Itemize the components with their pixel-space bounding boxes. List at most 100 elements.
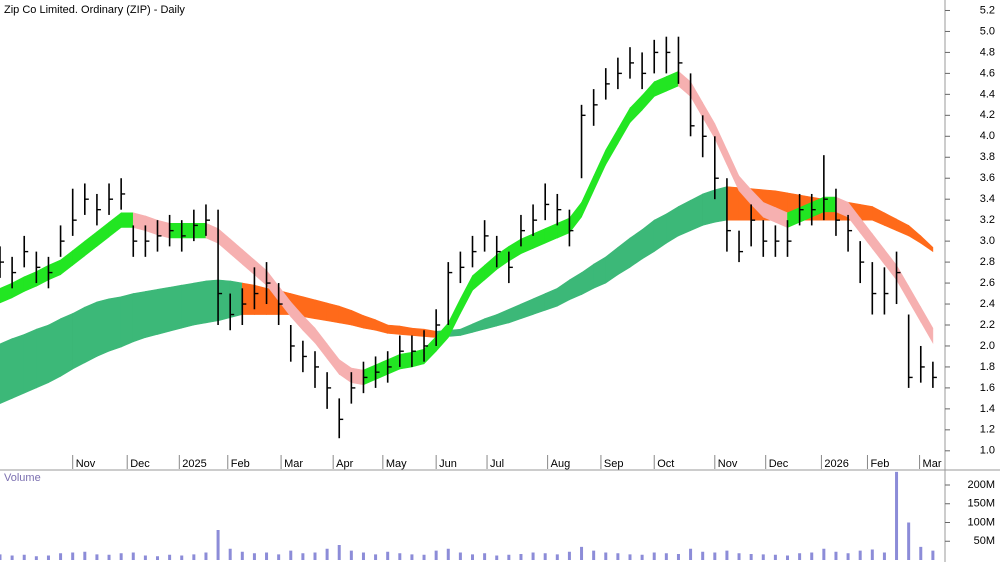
x-tick-label: Dec — [130, 458, 150, 470]
volume-bar — [495, 555, 499, 560]
y-tick-label: 4.0 — [980, 130, 995, 142]
volume-bar — [0, 554, 2, 560]
volume-bar — [519, 554, 523, 560]
volume-bar — [810, 552, 814, 560]
volume-bar — [907, 522, 911, 560]
ribbon-segment — [36, 324, 49, 389]
y-tick-label: 1.2 — [980, 424, 995, 436]
ribbon-segment — [23, 328, 37, 394]
ribbon-segment — [399, 351, 413, 370]
y-tick-label: 1.0 — [980, 445, 995, 457]
ribbon-segment — [714, 186, 728, 223]
volume-bar — [216, 530, 220, 560]
ribbon-segment — [690, 193, 703, 232]
volume-bar — [59, 553, 63, 560]
volume-bar — [349, 550, 353, 560]
x-tick-label: Jul — [490, 458, 504, 470]
ribbon-segment — [96, 298, 110, 357]
volume-bar — [71, 552, 75, 560]
x-tick-label: Oct — [657, 458, 674, 470]
ribbon-segment — [120, 293, 134, 348]
y-tick-label: 4.8 — [980, 46, 995, 58]
volume-bar — [313, 552, 317, 560]
ribbon-segment — [11, 334, 25, 399]
x-tick-label: Nov — [718, 458, 738, 470]
volume-bar — [34, 556, 38, 560]
ribbon-segment — [678, 199, 691, 237]
volume-bar — [119, 553, 123, 560]
volume-bar — [931, 550, 935, 560]
x-tick-label: Feb — [231, 458, 250, 470]
volume-bar — [204, 552, 208, 560]
volume-bar — [337, 545, 341, 560]
ribbon-segment — [48, 318, 61, 384]
volume-bar — [252, 553, 256, 560]
volume-bar — [531, 552, 535, 560]
volume-bar — [483, 553, 487, 560]
y-tick-label: 5.2 — [980, 4, 995, 16]
volume-bar — [325, 548, 329, 560]
y-tick-label: 100M — [967, 516, 995, 528]
ribbon-segment — [72, 306, 86, 370]
volume-bar — [567, 551, 571, 560]
ribbon-segment — [254, 284, 267, 315]
volume-bar — [555, 554, 559, 560]
ribbon-segment — [157, 286, 170, 335]
volume-bar — [713, 552, 717, 560]
volume-bar — [83, 551, 87, 560]
ribbon-segment — [132, 291, 146, 343]
volume-bar — [471, 554, 474, 560]
volume-bar — [10, 555, 14, 560]
x-tick-label: Nov — [76, 458, 96, 470]
x-tick-label: May — [386, 458, 407, 470]
chart-title: Zip Co Limited. Ordinary (ZIP) - Daily — [4, 4, 185, 16]
volume-bar — [422, 554, 426, 560]
ribbon-segment — [920, 306, 934, 344]
volume-bar — [834, 551, 838, 560]
volume-bar — [361, 552, 365, 560]
x-tick-label: Apr — [336, 458, 353, 470]
volume-bar — [168, 554, 172, 560]
ribbon-segment — [205, 279, 219, 324]
volume-bar — [749, 554, 753, 560]
ribbon-segment — [326, 302, 340, 324]
ribbon-segment — [217, 279, 231, 322]
volume-bar — [870, 549, 874, 560]
volume-bar — [398, 553, 402, 560]
y-tick-label: 4.4 — [980, 88, 995, 100]
volume-bar — [846, 553, 850, 560]
ribbon-segment — [302, 296, 316, 320]
y-tick-label: 2.8 — [980, 256, 995, 268]
y-tick-label: 200M — [967, 479, 995, 491]
volume-bar — [664, 553, 668, 560]
y-tick-label: 1.8 — [980, 361, 995, 373]
volume-bar — [592, 550, 596, 560]
ribbon-segment — [702, 189, 716, 226]
volume-bar — [434, 550, 438, 560]
volume-bar — [798, 553, 802, 560]
ribbon-segment — [859, 204, 873, 221]
ribbon-segment — [242, 282, 255, 315]
volume-bar — [604, 552, 608, 560]
volume-bar — [640, 554, 644, 560]
x-tick-label: Jun — [439, 458, 457, 470]
volume-bar — [652, 552, 656, 560]
x-tick-label: Sep — [604, 458, 624, 470]
volume-bar — [301, 553, 305, 560]
volume-bar — [107, 554, 111, 560]
volume-bar — [580, 546, 584, 560]
volume-bar — [446, 548, 450, 560]
volume-bar — [228, 548, 232, 560]
y-tick-label: 1.4 — [980, 403, 995, 415]
y-tick-label: 2.4 — [980, 298, 995, 310]
volume-bar — [458, 552, 462, 560]
x-tick-label: Mar — [923, 458, 942, 470]
volume-bar — [725, 550, 729, 560]
ribbon-segment — [411, 327, 425, 337]
volume-bar — [543, 553, 547, 560]
volume-bar — [386, 551, 390, 560]
volume-bar — [277, 554, 281, 560]
ribbon-segment — [387, 324, 401, 335]
ribbon-segment — [193, 280, 207, 326]
y-tick-label: 4.2 — [980, 109, 995, 121]
